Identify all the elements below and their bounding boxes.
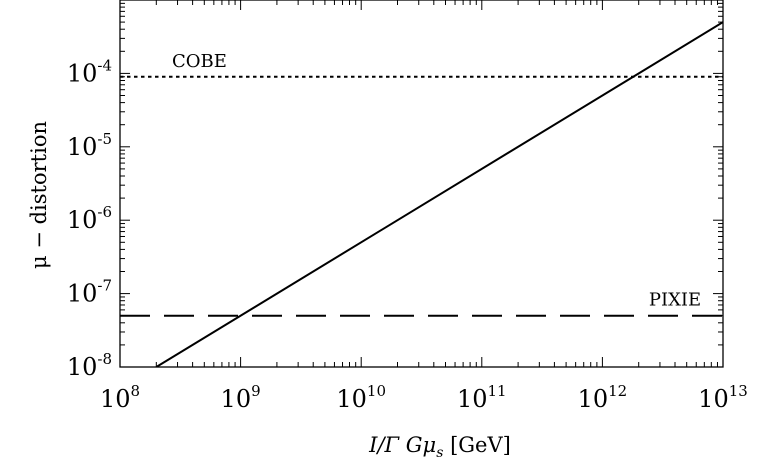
- plot-area: [120, 21, 723, 367]
- x-tick-base: 10: [698, 385, 729, 413]
- x-tick-label: 109: [221, 382, 261, 413]
- y-tick-label: 10-7: [67, 277, 112, 308]
- x-tick-label: 1011: [457, 382, 507, 413]
- y-tick-base: 10: [67, 353, 98, 381]
- ref-label-pixie: PIXIE: [649, 290, 701, 311]
- x-tick-base: 10: [578, 385, 609, 413]
- y-tick-base: 10: [67, 133, 98, 161]
- x-tick-exp: 9: [251, 382, 261, 400]
- xlabel-sub: s: [436, 445, 443, 461]
- axes: 108 109 1010 1011 1012 101310-810-710-610-510…: [67, 0, 748, 413]
- xlabel-unit: [GeV]: [443, 433, 510, 457]
- x-tick-base: 10: [457, 385, 488, 413]
- y-tick-label: 10-6: [67, 203, 112, 234]
- x-tick-label: 1013: [698, 382, 748, 413]
- x-tick-exp: 11: [488, 382, 507, 400]
- plot-content: [120, 21, 723, 367]
- x-tick-exp: 12: [608, 382, 627, 400]
- y-tick-exp: -4: [97, 56, 112, 74]
- x-tick-base: 10: [221, 385, 252, 413]
- y-tick-label: 10-4: [67, 56, 112, 87]
- y-tick-exp: -7: [97, 277, 112, 295]
- y-tick-exp: -6: [97, 203, 112, 221]
- x-tick-label: 1010: [336, 382, 386, 413]
- x-tick-label: 1012: [578, 382, 628, 413]
- ref-label-cobe: COBE: [172, 51, 227, 72]
- xlabel-var: I/Γ Gμ: [368, 433, 436, 457]
- x-tick-exp: 10: [367, 382, 386, 400]
- y-tick-base: 10: [67, 59, 98, 87]
- y-tick-exp: -5: [97, 130, 112, 148]
- series-line: [155, 21, 723, 367]
- x-tick-exp: 13: [729, 382, 748, 400]
- y-tick-exp: -8: [97, 350, 112, 368]
- y-tick-base: 10: [67, 206, 98, 234]
- y-tick-label: 10-5: [67, 130, 112, 161]
- x-tick-exp: 8: [131, 382, 141, 400]
- ylabel: μ − distortion: [27, 121, 51, 269]
- x-tick-base: 10: [336, 385, 367, 413]
- plot-frame: [119, 0, 724, 368]
- y-tick-base: 10: [67, 280, 98, 308]
- x-tick-label: 108: [100, 382, 140, 413]
- x-tick-base: 10: [100, 385, 131, 413]
- y-tick-label: 10-8: [67, 350, 112, 381]
- xlabel: I/Γ Gμs [GeV]: [368, 433, 511, 461]
